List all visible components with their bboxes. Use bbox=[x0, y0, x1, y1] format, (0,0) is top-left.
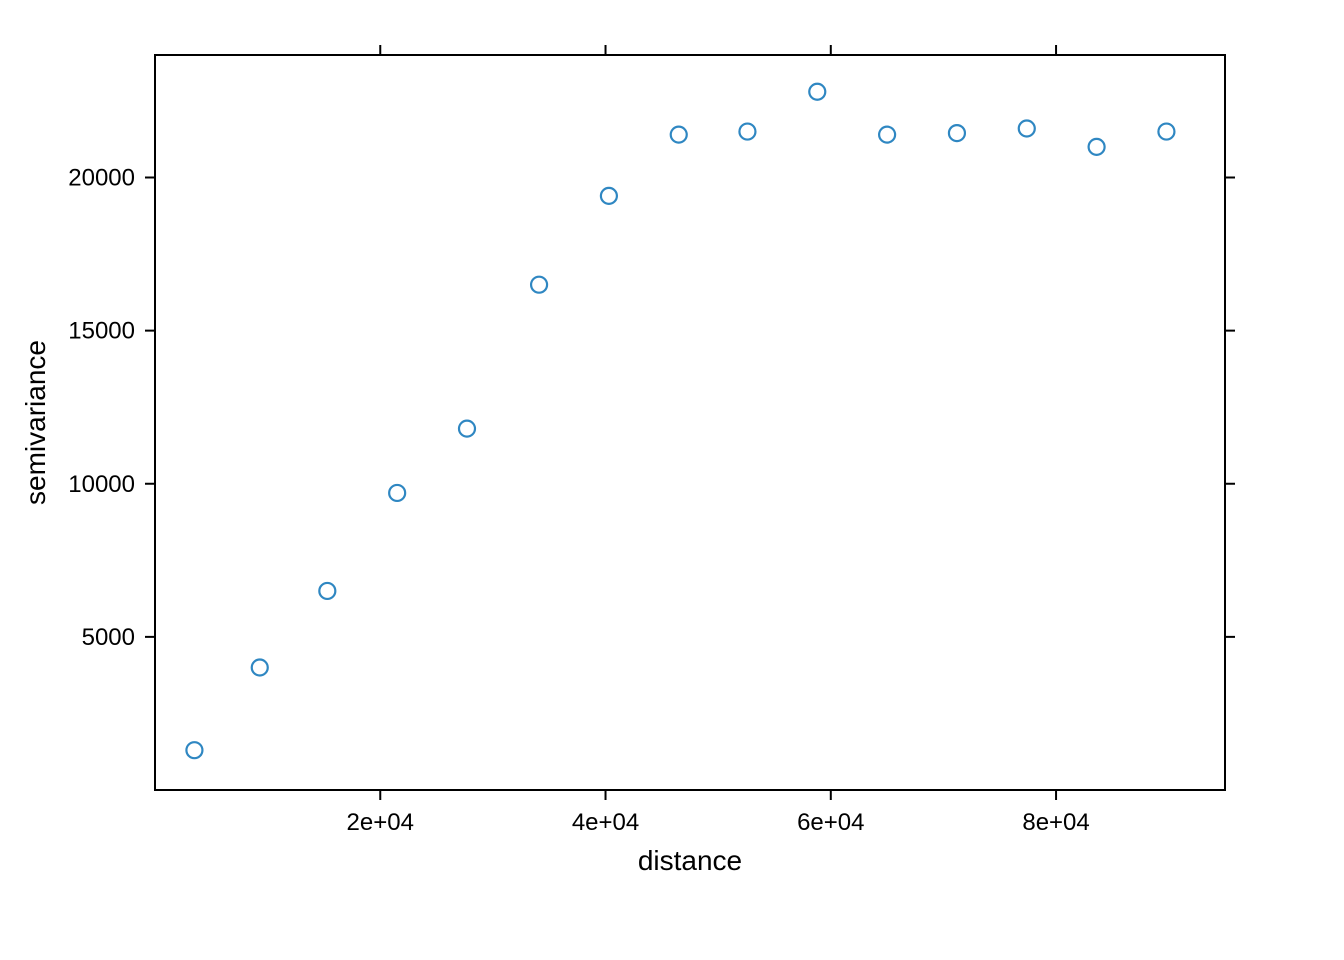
chart-svg: 2e+04 4e+04 6e+04 8e+04 5000 10000 15000 20000 d… bbox=[0, 0, 1344, 960]
x-tick-label: 8e+04 bbox=[1022, 809, 1089, 836]
variogram-chart: 2e+04 4e+04 6e+04 8e+04 5000 10000 15000 20000 d… bbox=[0, 0, 1344, 960]
y-tick-label: 10000 bbox=[68, 471, 135, 498]
y-tick-label: 15000 bbox=[68, 318, 135, 345]
chart-bg bbox=[0, 0, 1344, 960]
y-axis-label: semivariance bbox=[20, 340, 51, 505]
y-tick-label: 20000 bbox=[68, 165, 135, 192]
x-tick-label: 2e+04 bbox=[347, 809, 414, 836]
x-tick-label: 6e+04 bbox=[797, 809, 864, 836]
x-tick-label: 4e+04 bbox=[572, 809, 639, 836]
y-tick-label: 5000 bbox=[82, 624, 135, 651]
x-axis-label: distance bbox=[638, 845, 742, 876]
